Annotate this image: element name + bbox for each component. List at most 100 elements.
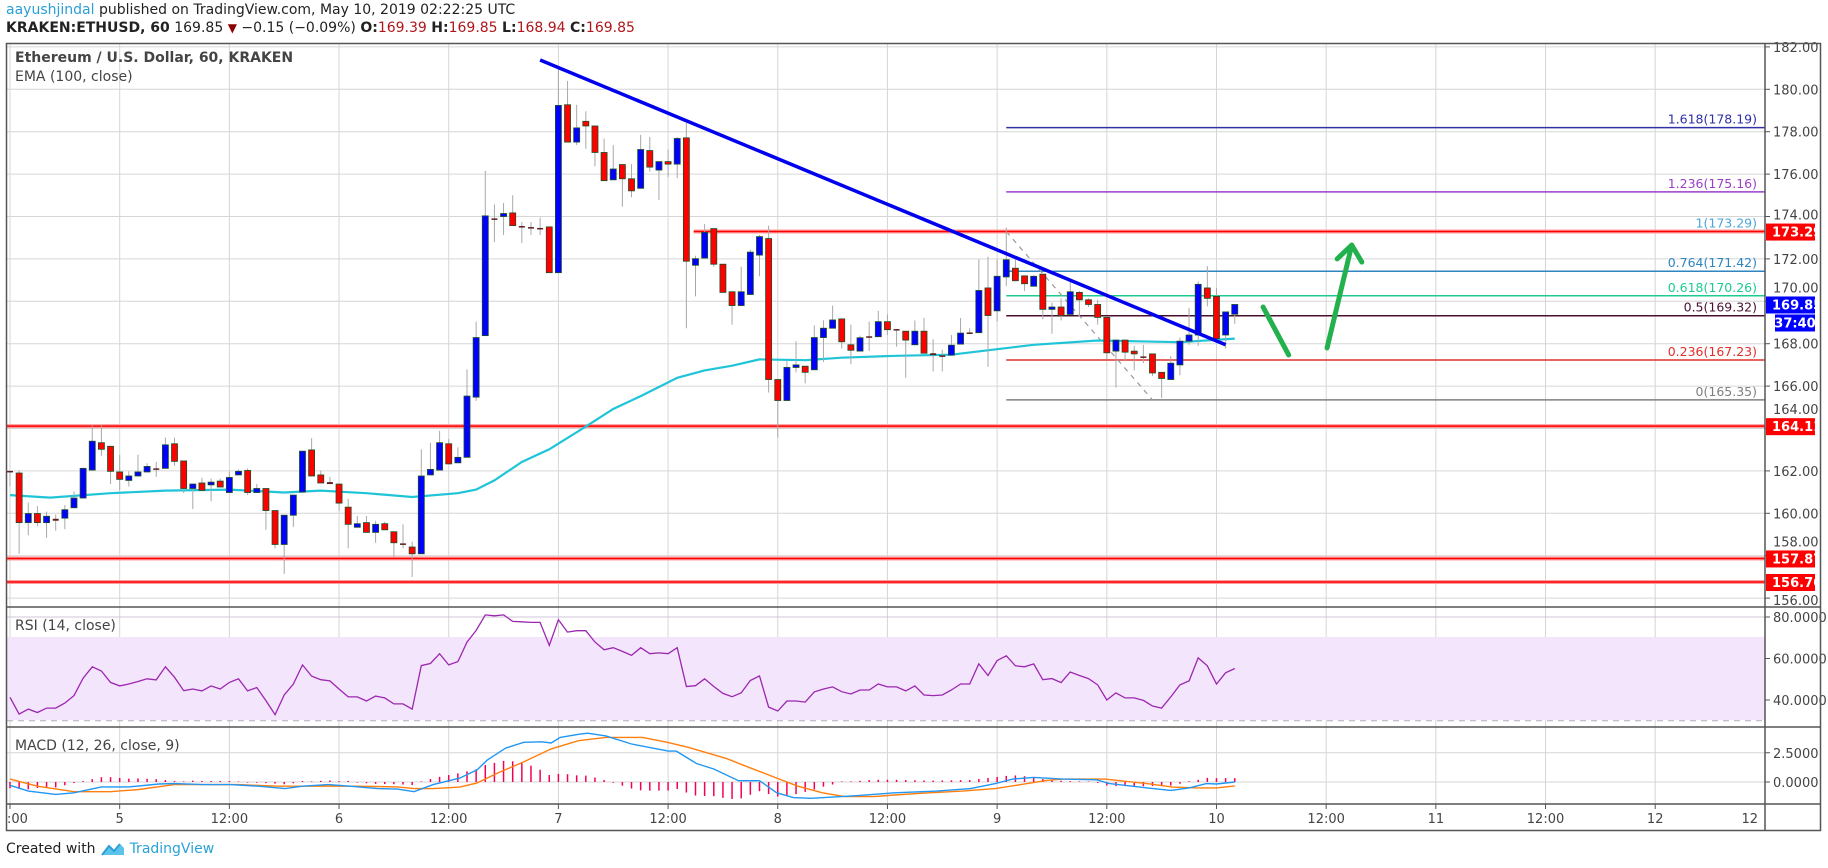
candle-down <box>518 226 525 228</box>
arrow-head-icon <box>1349 242 1365 265</box>
candle-up <box>125 475 133 481</box>
price-level-tag-label: 156.76 <box>1772 576 1822 591</box>
macd-pane <box>9 732 1236 800</box>
candle-up <box>829 319 836 329</box>
arrow-head-icon <box>1334 242 1355 262</box>
candle-down <box>682 137 690 262</box>
candle-up <box>153 468 160 470</box>
time-axis-label: 5 <box>116 812 124 827</box>
candle-down <box>646 150 654 168</box>
candle-up <box>207 481 215 486</box>
candle-up <box>1231 304 1239 315</box>
chart-frame <box>5 42 1822 832</box>
rsi-axis-label: 60.0000 <box>1773 653 1827 668</box>
candle-down <box>537 227 544 230</box>
candle-up <box>189 483 197 489</box>
time-axis-label: 8 <box>774 812 782 827</box>
ema-line <box>9 337 1235 499</box>
candle-down <box>1057 306 1065 316</box>
candle-down <box>244 470 252 493</box>
candle-up <box>1185 334 1193 342</box>
price-axis-label: 158.00 <box>1773 535 1819 550</box>
rsi-band <box>7 637 1765 720</box>
rsi-pane <box>9 614 1236 717</box>
candle-down <box>801 365 809 373</box>
candle-up <box>975 290 983 334</box>
main-pane: 1.618(178.19) 1.236(175.16) 1(173.29) 0.764… <box>7 58 1765 584</box>
candle-down <box>180 460 188 489</box>
time-axis-label: 12:00 <box>1088 812 1125 827</box>
price-axis-label: 166.00 <box>1773 380 1819 395</box>
tradingview-brand[interactable]: TradingView <box>129 841 215 857</box>
candle-up <box>746 251 754 295</box>
candle-up <box>673 138 681 165</box>
candle-up <box>299 450 306 493</box>
candle-down <box>893 329 900 331</box>
price-axis-label: 176.00 <box>1773 168 1819 183</box>
author-link[interactable]: aayushjindal <box>6 2 95 18</box>
rsi-axis-label: 80.0000 <box>1773 611 1827 626</box>
candle-up <box>939 355 946 357</box>
candle-down <box>1012 267 1019 282</box>
fib-level-label: 0.5(169.32) <box>1684 300 1757 315</box>
time-axis-label: 12:00 <box>211 812 248 827</box>
candle-up <box>491 218 498 220</box>
candle-down <box>1085 299 1092 305</box>
time-axis-label: 12:00 <box>869 812 906 827</box>
time-axis-label: :00 <box>7 812 28 827</box>
time-axis-label: 12 <box>1741 812 1758 827</box>
candle-down <box>582 120 590 127</box>
candle-up <box>1112 339 1120 352</box>
candle-down <box>618 164 626 180</box>
low-label: L: <box>502 20 517 36</box>
candle-up <box>609 168 617 181</box>
candle-up <box>143 466 151 473</box>
candle-up <box>24 513 32 524</box>
candle-up <box>911 330 919 346</box>
time-axis-label: 12 <box>1647 812 1664 827</box>
price-level-tag-label: 157.87 <box>1772 552 1822 567</box>
tradingview-logo-icon <box>100 843 124 856</box>
candle-down <box>381 523 389 531</box>
candle-down <box>930 353 937 356</box>
time-axis-label: 6 <box>335 812 343 827</box>
candle-up <box>737 291 745 306</box>
candle-down <box>847 344 855 351</box>
candle-up <box>1194 283 1202 336</box>
candle-up <box>1176 340 1184 366</box>
time-axis-label: 9 <box>993 812 1001 827</box>
candle-down <box>838 318 846 343</box>
candle-down <box>1039 273 1047 310</box>
candle-up <box>463 395 471 458</box>
candle-up <box>235 470 242 476</box>
candle-down <box>1158 371 1166 379</box>
fib-level-label: 0.236(167.23) <box>1668 344 1757 359</box>
candle-up <box>52 518 59 521</box>
descending-trendline <box>539 58 1227 347</box>
candle-up <box>820 327 827 338</box>
candle-up <box>353 523 361 528</box>
candle-down <box>1121 339 1129 353</box>
rsi-line <box>9 614 1236 717</box>
candle-down <box>262 488 270 511</box>
candle-down <box>710 228 718 265</box>
macd-signal-line <box>9 736 1235 798</box>
candle-down <box>390 531 398 544</box>
fib-level-label: 0(165.35) <box>1696 384 1757 399</box>
price-axis-label: 168.00 <box>1773 338 1819 353</box>
candle-down <box>984 287 992 316</box>
candle-down <box>1103 317 1111 354</box>
candle-down <box>445 443 453 465</box>
candle-down <box>363 522 370 533</box>
candle-up <box>756 236 763 256</box>
candle-down <box>326 482 333 485</box>
candle-up <box>427 469 434 476</box>
candle-down <box>1130 350 1138 355</box>
candle-up <box>88 440 96 471</box>
open-label: O: <box>360 20 378 36</box>
price-level-tag <box>1766 573 1815 591</box>
axes: :00 5 12:00 6 12:00 7 12:00 8 12:00 9 12:00 10 12:00… <box>7 41 1827 827</box>
candle-down <box>664 161 672 165</box>
candle-down <box>545 226 553 274</box>
